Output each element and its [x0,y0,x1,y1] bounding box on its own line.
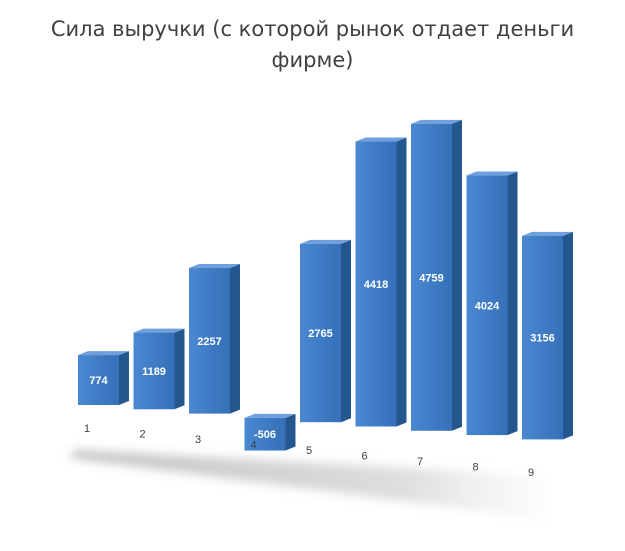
bar-top-face [133,328,185,333]
bar-side-face [507,171,518,436]
bar-3 [189,264,240,414]
bar-front-face [355,141,397,427]
bar-side-face [563,231,573,440]
bar-side-face [452,119,462,431]
category-tick-label: 6 [361,451,367,463]
bar-side-face [341,239,351,423]
bar-front-face [522,235,563,440]
chart-floor-shadow [70,450,550,520]
data-label: 774 [89,375,108,387]
bar-7 [411,119,462,431]
bar-5 [300,239,351,423]
category-tick-label: 2 [139,429,145,441]
bar-top-face [522,231,573,236]
bar-side-face [174,328,185,410]
bar-4 [244,413,296,451]
bar-side-face [230,264,240,414]
bar-top-face [355,137,407,142]
bar-top-face [244,413,296,418]
bar-front-face [411,123,452,431]
bar-1 [78,351,129,405]
bar-2 [133,328,185,410]
bar-top-face [466,171,518,176]
data-label: 4418 [364,279,388,291]
category-tick-label: 5 [306,445,312,457]
data-label: 2765 [308,328,332,340]
bar-front-face [244,417,286,451]
bar-top-face [411,119,462,124]
bar-side-face [285,413,296,451]
data-label: 4024 [475,300,500,312]
category-tick-label: 4 [250,440,256,452]
bar-8 [466,171,518,436]
data-label: 3156 [530,333,554,345]
category-tick-label: 8 [472,462,478,474]
bar-front-face [133,332,175,410]
bar-6 [355,137,407,427]
bar-front-face [78,355,119,405]
bar-side-face [119,351,129,405]
bar-top-face [78,351,129,356]
category-tick-label: 7 [417,456,423,468]
bar-side-face [396,137,407,427]
data-label: 2257 [197,336,221,348]
chart-title: Сила выручки (с которой рынок отдает ден… [50,17,575,72]
bar-top-face [189,264,240,269]
bar-front-face [189,268,230,414]
data-label: 1189 [142,366,166,378]
category-tick-label: 1 [84,423,90,435]
bar-9 [522,231,573,440]
category-tick-label: 9 [528,467,534,479]
bar-front-face [300,243,341,423]
category-tick-label: 3 [195,434,201,446]
data-label: 4759 [419,272,443,284]
data-label: -506 [254,429,276,441]
bar-front-face [466,175,508,436]
bar-top-face [300,239,351,244]
